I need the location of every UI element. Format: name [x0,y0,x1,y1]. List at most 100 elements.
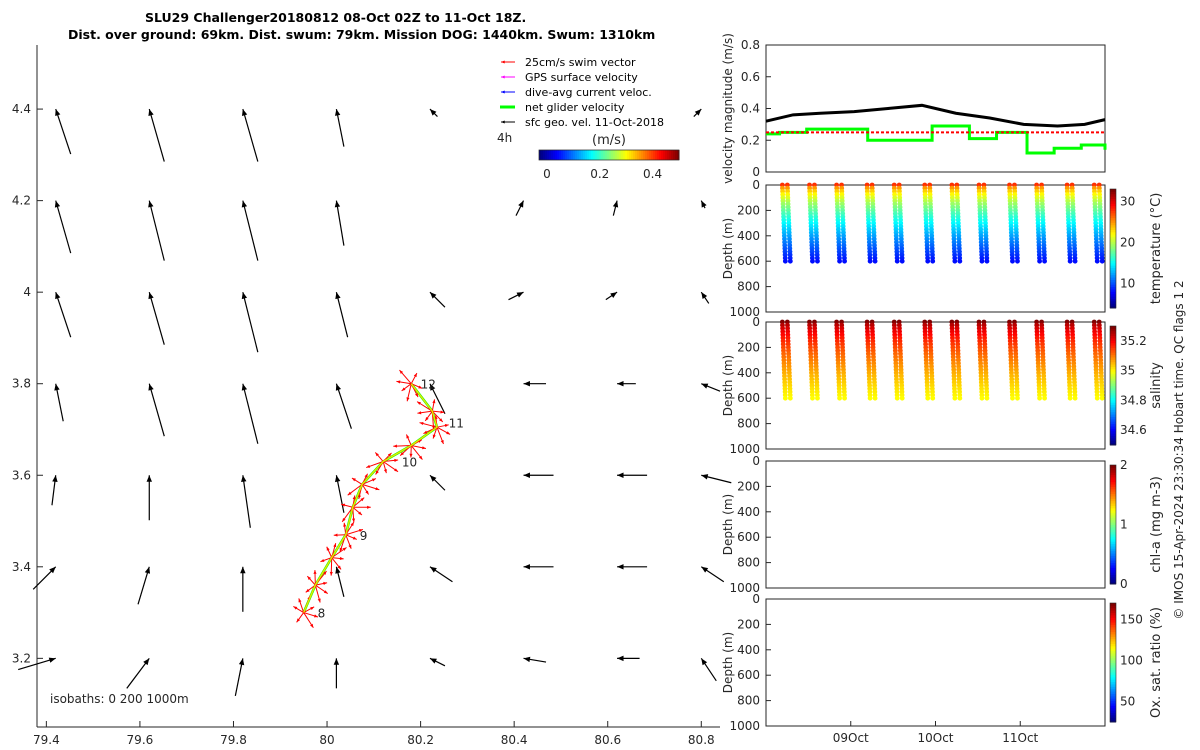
oxygen-colorbar-cell [1110,614,1116,618]
colorbar-cell [627,150,630,160]
oxygen-colorbar-cell [1110,667,1116,671]
oxygen-y-tick-label: 0 [752,592,760,606]
swim-vector-arrow [393,444,412,448]
swim-vector-arrow-head [339,556,344,561]
oxygen-colorbar-cell [1110,624,1116,628]
chla-colorbar-cell [1110,536,1116,540]
sfc-velocity-arrow-shaft [242,383,259,444]
sfc-velocity-arrow [54,383,64,422]
swim-vector-arrow-head [394,468,399,472]
sfc-velocity-arrow [617,472,648,478]
chla-colorbar-cell [1110,522,1116,525]
salinity-colorbar-cell [1110,397,1116,401]
salinity-colorbar-cell [1110,366,1116,370]
oxygen-colorbar-cell [1110,605,1116,609]
swim-vector-arrow [306,575,316,586]
oxygen-colorbar-cell [1110,691,1116,694]
colorbar-cell [553,150,556,160]
day-label: 10 [402,456,417,470]
sfc-velocity-arrow-head [241,292,248,300]
map-y-tick-label: 3.8 [12,377,31,391]
salinity-colorbar-cell [1110,440,1116,444]
swim-vector-arrow [351,477,363,485]
salinity-data-point [872,395,878,401]
chla-colorbar-cell [1110,553,1116,556]
swim-vector-arrow [347,484,363,496]
oxygen-colorbar-cell [1110,641,1116,644]
colorbar-cell [547,150,550,160]
chla-colorbar-cell [1110,465,1116,468]
salinity-colorbar-tick-label: 34.8 [1120,393,1147,407]
temperature-y-tick-label: 600 [737,254,760,268]
swim-vector-arrow-head [348,544,352,549]
salinity-colorbar-cell [1110,330,1116,334]
temperature-colorbar-cell [1110,293,1116,297]
salinity-panel: 0 200 400 600 800 1000 Depth (m) 34.6 34.8 35 35.2… [721,315,1164,456]
swim-vector-arrow-head [419,422,424,426]
temperature-colorbar-cell [1110,296,1116,299]
chla-colorbar-cell [1110,510,1116,514]
oxygen-colorbar-cell [1110,717,1116,721]
swim-vector-arrow [352,506,363,516]
colorbar-cell [621,150,624,160]
chla-colorbar-cell [1110,500,1116,504]
swim-vector-arrow [329,557,333,576]
salinity-colorbar-cell [1110,428,1116,432]
chla-colorbar-cell [1110,538,1116,542]
temperature-colorbar-cell [1110,291,1116,295]
temperature-colorbar-cell [1110,219,1116,223]
day-label: 9 [360,529,368,543]
colorbar-cell [603,150,606,160]
oxygen-colorbar-cell [1110,707,1116,711]
legend-label: net glider velocity [525,101,625,114]
map-y-tick-label: 3.4 [12,560,31,574]
swim-vector-arrow [436,424,449,428]
sfc-velocity-arrow-head [241,475,247,483]
swim-vector-arrow [315,584,329,594]
salinity-data-point [894,395,900,401]
swim-vector-arrow-head [434,415,438,420]
temperature-colorbar-label: temperature (°C) [1149,193,1164,305]
temperature-colorbar-cell [1110,277,1116,280]
velocity-series-line [765,103,1106,128]
salinity-colorbar-cell [1110,354,1116,358]
sfc-velocity-arrow [617,564,648,570]
colorbar-cell [599,150,602,160]
temperature-colorbar-cell [1110,303,1116,307]
oxygen-colorbar-tick-label: 100 [1120,653,1143,667]
colorbar-cell [601,150,604,160]
colorbar-cell [617,150,620,160]
salinity-data-point [867,395,873,401]
velocity-y-tick-label: 0.8 [741,38,760,52]
oxygen-colorbar-cell [1110,655,1116,659]
sfc-velocity-arrow [335,292,349,338]
colorbar-cell [545,150,548,160]
chla-colorbar-cell [1110,474,1116,478]
salinity-data-point [925,395,931,401]
chart-title-line1: SLU29 Challenger20180812 08-Oct 02Z to 1… [145,10,527,25]
swim-vector-arrow-head [417,401,421,405]
salinity-colorbar-cell [1110,352,1116,356]
colorbar-cell [605,150,608,160]
sfc-velocity-arrow [333,658,340,689]
swim-vector-arrow-head [414,393,419,398]
temperature-data-point [925,258,931,264]
isobaths-label: isobaths: 0 200 1000m [50,692,189,706]
swim-vector-arrow [352,497,365,508]
sfc-velocity-arrow [335,566,345,597]
swim-vector-arrow-head [296,618,301,623]
legend-swatch-head [501,90,505,94]
colorbar-cell [659,150,662,160]
map-x-tick-label: 80.4 [501,733,528,747]
temperature-colorbar-cell [1110,262,1116,266]
chla-colorbar-cell [1110,491,1116,495]
chla-colorbar-tick-label: 0 [1120,577,1128,591]
sfc-velocity-arrow-head [701,566,709,573]
salinity-data-point [952,395,958,401]
oxygen-colorbar-cell [1110,674,1116,678]
colorbar-cell [589,150,592,160]
salinity-y-tick-label: 1000 [729,442,760,456]
swim-vector-arrow-head [406,397,410,402]
map-x-tick-label: 79.4 [33,733,60,747]
salinity-colorbar-cell [1110,361,1116,365]
